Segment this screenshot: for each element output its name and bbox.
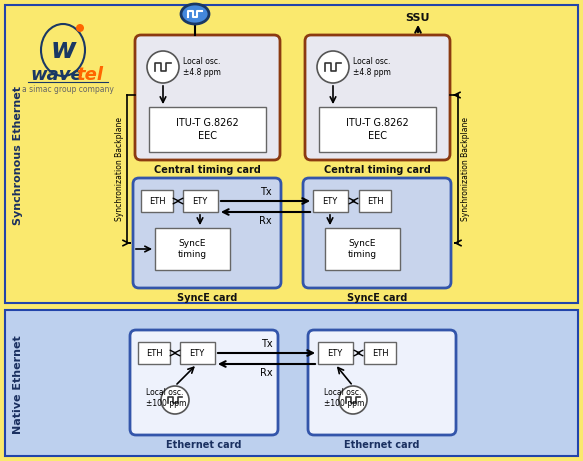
Text: Synchronization Backplane: Synchronization Backplane — [115, 117, 125, 221]
Text: ETY: ETY — [322, 196, 338, 206]
FancyBboxPatch shape — [135, 35, 280, 160]
FancyBboxPatch shape — [130, 330, 278, 435]
Text: Ethernet card: Ethernet card — [344, 440, 420, 450]
Text: Synchronization Backplane: Synchronization Backplane — [461, 117, 469, 221]
Text: SSU: SSU — [406, 13, 430, 23]
Bar — [319, 107, 436, 152]
Text: SyncE card: SyncE card — [177, 293, 237, 303]
Text: ETH: ETH — [146, 349, 162, 357]
Circle shape — [317, 51, 349, 83]
Text: Rx: Rx — [259, 216, 272, 226]
Text: wave: wave — [30, 66, 83, 84]
Ellipse shape — [181, 4, 209, 24]
FancyBboxPatch shape — [5, 5, 578, 303]
Bar — [364, 342, 396, 364]
Text: SyncE
timing: SyncE timing — [347, 239, 377, 259]
Text: ETH: ETH — [367, 196, 383, 206]
Text: ETY: ETY — [189, 349, 205, 357]
Bar — [313, 190, 348, 212]
Text: Local osc.
±100 ppm: Local osc. ±100 ppm — [324, 388, 364, 408]
Circle shape — [339, 386, 367, 414]
Text: ETH: ETH — [149, 196, 166, 206]
Bar — [149, 107, 266, 152]
Circle shape — [76, 24, 84, 32]
Text: ITU-T G.8262
EEC: ITU-T G.8262 EEC — [176, 118, 239, 141]
Text: Native Ethernet: Native Ethernet — [13, 336, 23, 434]
Text: Tx: Tx — [261, 339, 272, 349]
Bar — [180, 342, 215, 364]
Text: Central timing card: Central timing card — [154, 165, 261, 175]
Text: Ethernet card: Ethernet card — [166, 440, 242, 450]
Text: tel: tel — [76, 66, 103, 84]
Bar — [183, 190, 218, 212]
Text: Rx: Rx — [260, 368, 273, 378]
Circle shape — [147, 51, 179, 83]
FancyBboxPatch shape — [5, 310, 578, 456]
Circle shape — [161, 386, 189, 414]
Text: ITU-T G.8262
EEC: ITU-T G.8262 EEC — [346, 118, 409, 141]
Bar — [155, 228, 230, 270]
Text: Local osc.
±4.8 ppm: Local osc. ±4.8 ppm — [353, 57, 391, 77]
Bar — [359, 190, 391, 212]
Text: ETY: ETY — [328, 349, 343, 357]
FancyBboxPatch shape — [133, 178, 281, 288]
Text: Central timing card: Central timing card — [324, 165, 431, 175]
Text: SyncE
timing: SyncE timing — [177, 239, 206, 259]
Text: Tx: Tx — [259, 187, 271, 197]
Text: Synchronous Ethernet: Synchronous Ethernet — [13, 85, 23, 225]
Text: a simac group company: a simac group company — [22, 85, 114, 95]
Text: ETY: ETY — [192, 196, 208, 206]
Text: w: w — [50, 36, 76, 64]
Text: SyncE card: SyncE card — [347, 293, 407, 303]
Text: Local osc.
±4.8 ppm: Local osc. ±4.8 ppm — [183, 57, 221, 77]
FancyBboxPatch shape — [308, 330, 456, 435]
FancyBboxPatch shape — [303, 178, 451, 288]
Text: ETH: ETH — [372, 349, 388, 357]
Bar — [141, 190, 173, 212]
Text: Local osc.
±100 ppm: Local osc. ±100 ppm — [146, 388, 187, 408]
Bar — [138, 342, 170, 364]
Bar — [318, 342, 353, 364]
Bar — [325, 228, 400, 270]
FancyBboxPatch shape — [305, 35, 450, 160]
